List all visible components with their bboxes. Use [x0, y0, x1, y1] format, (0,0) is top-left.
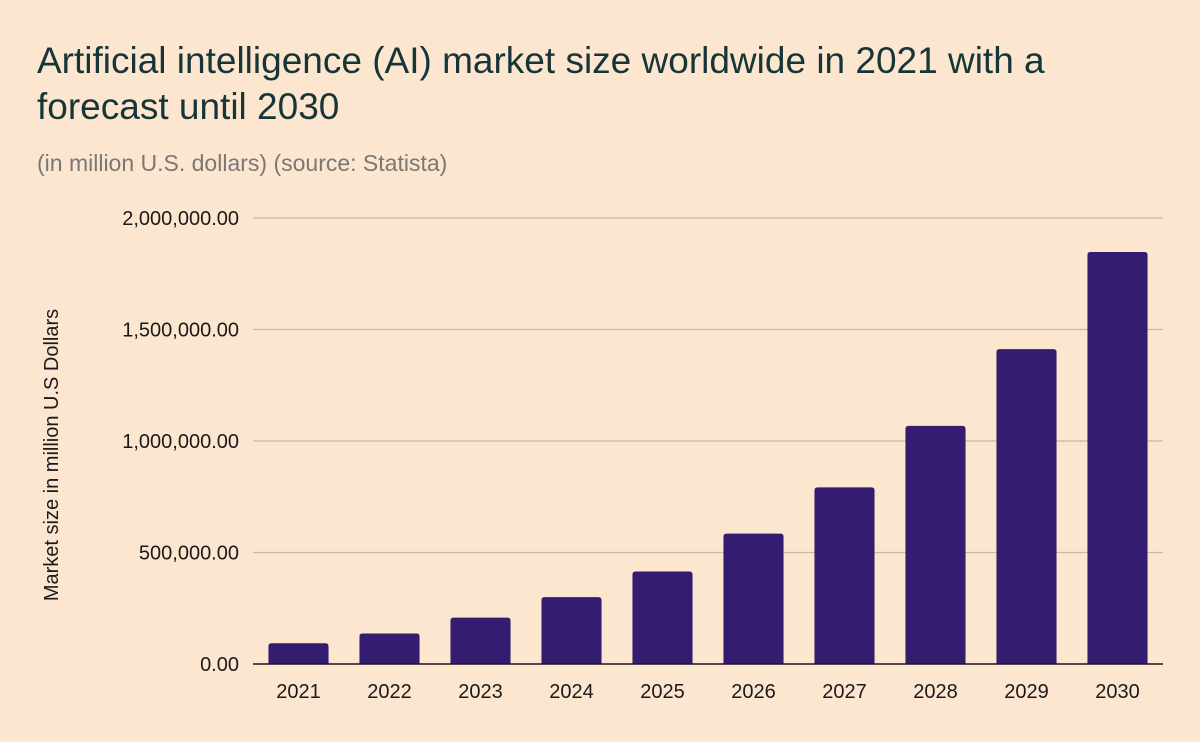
x-tick-label: 2029 [1004, 681, 1049, 703]
x-tick-label: 2024 [549, 681, 594, 703]
y-tick-label: 500,000.00 [139, 543, 239, 565]
x-tick-label: 2022 [367, 681, 412, 703]
x-tick-label: 2025 [640, 681, 685, 703]
x-tick-label: 2028 [913, 681, 958, 703]
x-tick-label: 2027 [822, 681, 867, 703]
x-axis-tick-labels: 2021 2022 2023 2024 2025 2026 2027 2028 2029 2030 [276, 681, 1140, 703]
bar-2029 [996, 349, 1057, 664]
y-tick-label: 0.00 [200, 654, 239, 676]
y-tick-label: 2,000,000.00 [122, 208, 239, 230]
chart-title: Artificial intelligence (AI) market size… [37, 40, 1045, 127]
y-axis-tick-labels: 0.00 500,000.00 1,000,000.00 1,500,000.00 2,… [122, 208, 239, 676]
bar-2028 [905, 425, 966, 664]
bar-2023 [450, 617, 511, 664]
bar-2027 [814, 487, 875, 664]
chart-subtitle: (in million U.S. dollars) (source: Stati… [37, 150, 448, 176]
y-tick-label: 1,500,000.00 [122, 320, 239, 342]
bar-2030 [1087, 252, 1148, 664]
x-tick-label: 2021 [276, 681, 321, 703]
bar-2025 [632, 571, 693, 664]
bar-2026 [723, 533, 784, 664]
x-tick-label: 2023 [458, 681, 503, 703]
bars [268, 252, 1148, 664]
x-tick-label: 2026 [731, 681, 776, 703]
bar-2021 [268, 643, 329, 664]
y-tick-label: 1,000,000.00 [122, 431, 239, 453]
x-tick-label: 2030 [1095, 681, 1140, 703]
y-axis-title: Market size in million U.S Dollars [41, 309, 63, 601]
bar-2024 [541, 597, 602, 664]
bar-2022 [359, 633, 420, 664]
